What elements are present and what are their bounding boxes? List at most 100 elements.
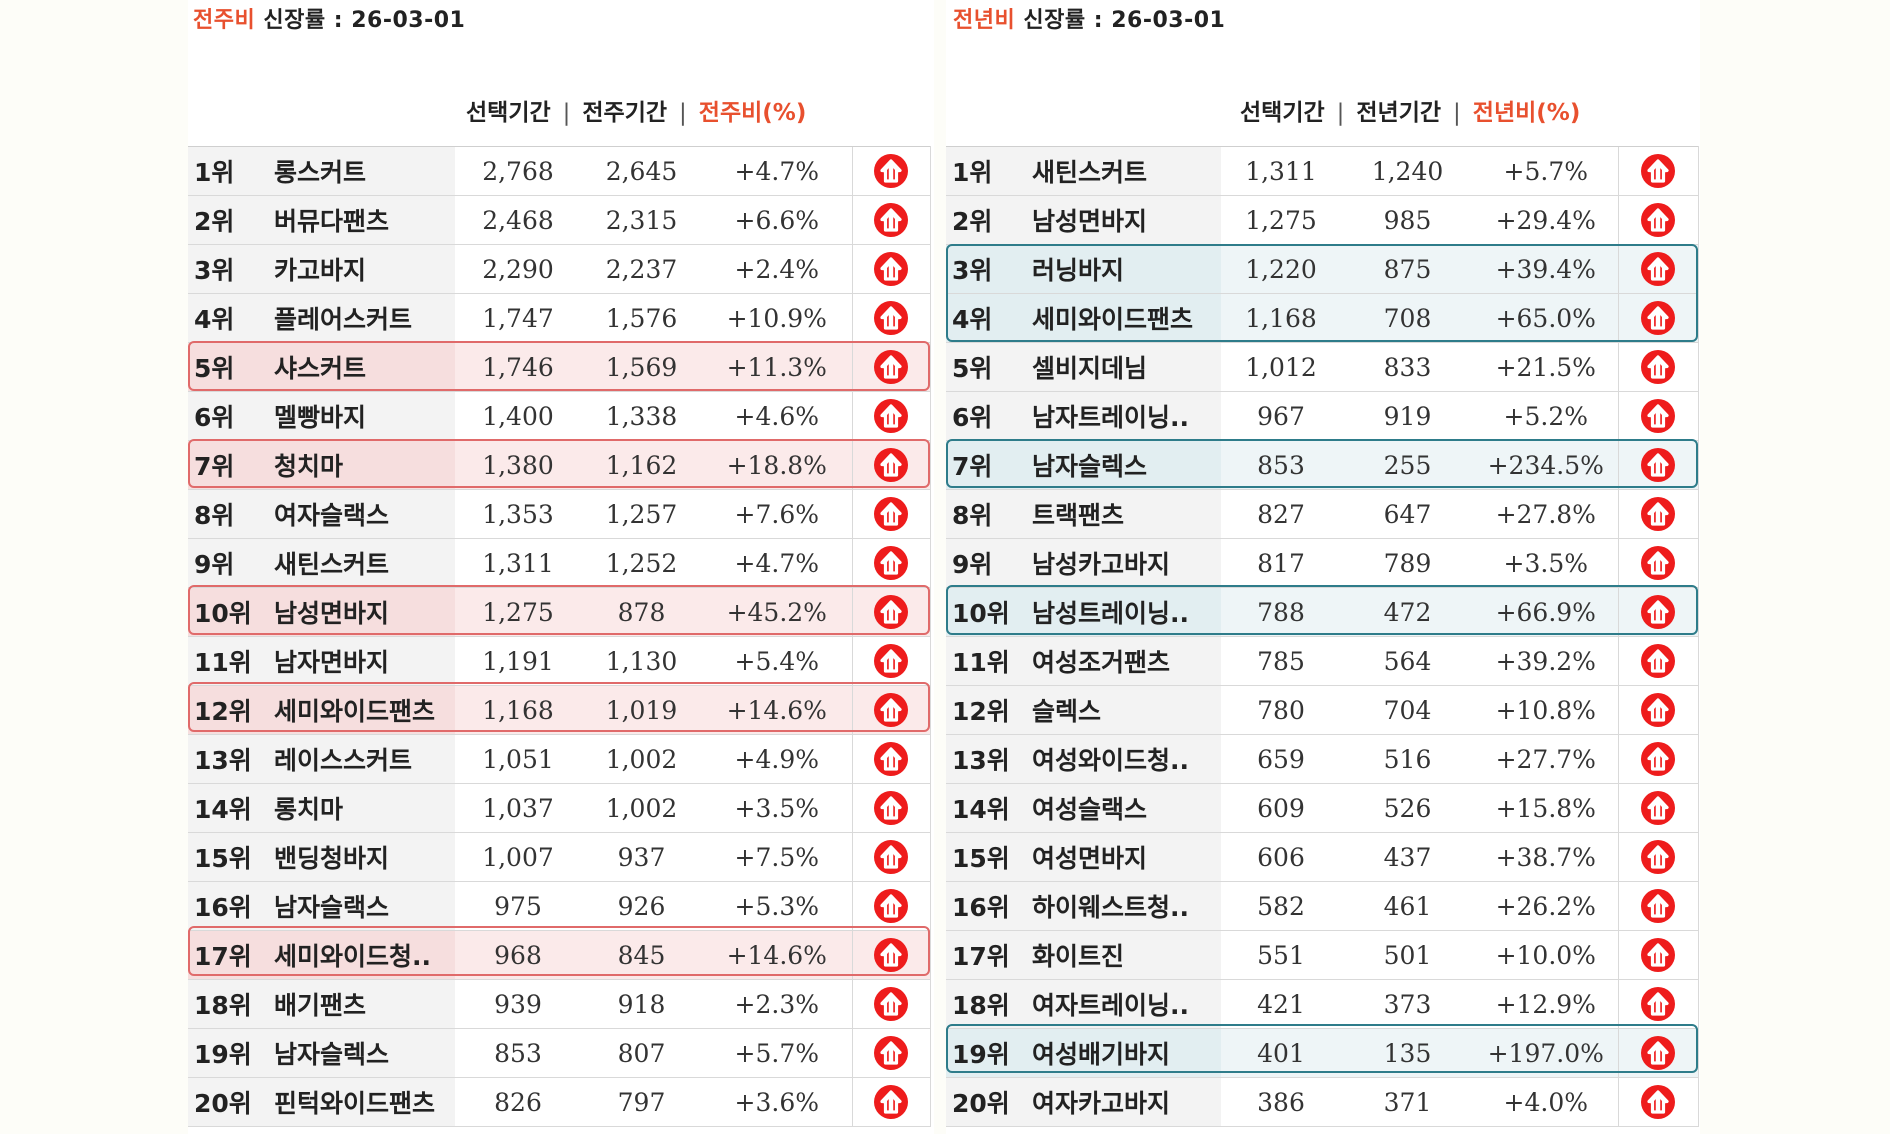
keyword-cell: 세미와이드팬츠 [1028,293,1221,343]
arrow-up-circle-icon [874,987,908,1021]
weekly-title-rest: 신장률 : 26-03-01 [255,8,466,33]
arrow-up-circle-icon [874,448,908,482]
selected-period-cell: 827 [1221,489,1341,539]
compare-period-cell: 919 [1341,391,1474,441]
keyword-cell: 새틴스커트 [1028,146,1221,196]
keyword-cell: 플레어스커트 [270,293,455,343]
trend-icon-cell [851,538,931,588]
compare-period-cell: 135 [1341,1028,1474,1078]
compare-period-cell: 647 [1341,489,1474,539]
growth-ratio-cell: +38.7% [1474,832,1618,882]
arrow-up-circle-icon [874,350,908,384]
arrow-up-circle-icon [1641,203,1675,237]
table-row: 19위 남자슬렉스 853 807 +5.7% [188,1028,931,1078]
keyword-cell: 멜빵바지 [270,391,455,441]
table-row: 15위 여성면바지 606 437 +38.7% [946,832,1699,882]
compare-period-cell: 373 [1341,979,1474,1029]
table-row: 5위 샤스커트 1,746 1,569 +11.3% [188,342,931,392]
selected-period-cell: 939 [455,979,581,1029]
arrow-up-circle-icon [1641,742,1675,776]
selected-period-cell: 551 [1221,930,1341,980]
compare-period-cell: 985 [1341,195,1474,245]
rank-cell: 20위 [946,1077,1028,1127]
selected-period-cell: 826 [455,1077,581,1127]
selected-period-cell: 788 [1221,587,1341,637]
selected-period-cell: 1,191 [455,636,581,686]
selected-period-cell: 1,168 [1221,293,1341,343]
arrow-up-circle-icon [874,399,908,433]
growth-ratio-cell: +5.7% [702,1028,852,1078]
trend-icon-cell [851,195,931,245]
growth-ratio-cell: +5.2% [1474,391,1618,441]
selected-period-cell: 817 [1221,538,1341,588]
yearly-header-ratio: 전년비(%) [1472,100,1581,126]
arrow-up-circle-icon [874,693,908,727]
keyword-cell: 배기팬츠 [270,979,455,1029]
growth-ratio-cell: +5.4% [702,636,852,686]
arrow-up-circle-icon [1641,693,1675,727]
growth-ratio-cell: +4.0% [1474,1077,1618,1127]
trend-icon-cell [851,636,931,686]
rank-cell: 17위 [188,930,270,980]
compare-period-cell: 2,237 [581,244,702,294]
trend-icon-cell [1617,391,1699,441]
keyword-cell: 남자슬렉스 [270,1028,455,1078]
keyword-cell: 여성배기바지 [1028,1028,1221,1078]
compare-period-cell: 807 [581,1028,702,1078]
compare-period-cell: 2,315 [581,195,702,245]
keyword-cell: 세미와이드청.. [270,930,455,980]
rank-cell: 14위 [946,783,1028,833]
compare-period-cell: 255 [1341,440,1474,490]
selected-period-cell: 421 [1221,979,1341,1029]
trend-icon-cell [851,489,931,539]
selected-period-cell: 606 [1221,832,1341,882]
selected-period-cell: 659 [1221,734,1341,784]
trend-icon-cell [1617,587,1699,637]
table-row: 4위 세미와이드팬츠 1,168 708 +65.0% [946,293,1699,343]
rank-cell: 2위 [188,195,270,245]
compare-period-cell: 437 [1341,832,1474,882]
rank-cell: 11위 [188,636,270,686]
compare-period-cell: 526 [1341,783,1474,833]
arrow-up-circle-icon [874,644,908,678]
rank-cell: 16위 [188,881,270,931]
rank-cell: 18위 [188,979,270,1029]
trend-icon-cell [851,979,931,1029]
arrow-up-circle-icon [1641,350,1675,384]
compare-period-cell: 833 [1341,342,1474,392]
arrow-up-circle-icon [1641,987,1675,1021]
selected-period-cell: 785 [1221,636,1341,686]
weekly-header-compare: 전주기간 [582,100,668,126]
table-row: 10위 남성트레이닝.. 788 472 +66.9% [946,587,1699,637]
table-row: 6위 멜빵바지 1,400 1,338 +4.6% [188,391,931,441]
compare-period-cell: 1,130 [581,636,702,686]
growth-ratio-cell: +3.5% [702,783,852,833]
selected-period-cell: 609 [1221,783,1341,833]
growth-ratio-cell: +4.7% [702,538,852,588]
keyword-cell: 셀비지데님 [1028,342,1221,392]
trend-icon-cell [1617,930,1699,980]
compare-period-cell: 516 [1341,734,1474,784]
rank-cell: 9위 [946,538,1028,588]
table-row: 8위 트랙팬츠 827 647 +27.8% [946,489,1699,539]
growth-ratio-cell: +6.6% [702,195,852,245]
trend-icon-cell [1617,734,1699,784]
growth-ratio-cell: +10.9% [702,293,852,343]
trend-icon-cell [851,1077,931,1127]
table-row: 3위 카고바지 2,290 2,237 +2.4% [188,244,931,294]
keyword-cell: 카고바지 [270,244,455,294]
growth-ratio-cell: +4.7% [702,146,852,196]
trend-icon-cell [1617,832,1699,882]
selected-period-cell: 1,400 [455,391,581,441]
rank-cell: 9위 [188,538,270,588]
table-row: 18위 여자트레이닝.. 421 373 +12.9% [946,979,1699,1029]
growth-ratio-cell: +10.8% [1474,685,1618,735]
rank-cell: 17위 [946,930,1028,980]
growth-ratio-cell: +4.9% [702,734,852,784]
keyword-cell: 여성면바지 [1028,832,1221,882]
trend-icon-cell [851,1028,931,1078]
keyword-cell: 밴딩청바지 [270,832,455,882]
rank-cell: 11위 [946,636,1028,686]
rank-cell: 4위 [946,293,1028,343]
growth-ratio-cell: +27.8% [1474,489,1618,539]
